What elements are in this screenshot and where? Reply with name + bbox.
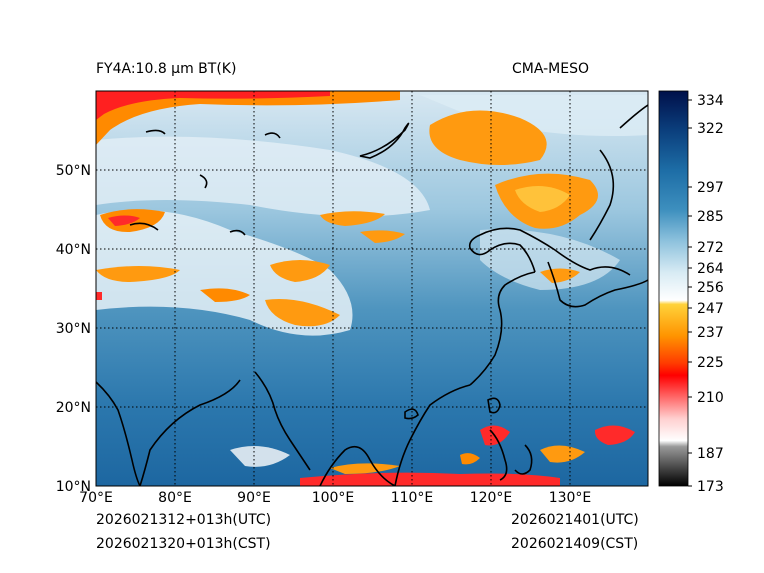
colorbar-label: 247 xyxy=(697,301,724,317)
lat-label: 40°N xyxy=(56,242,91,258)
colorbar-gradient xyxy=(658,90,689,487)
lon-label: 100°E xyxy=(312,490,355,506)
lon-label: 70°E xyxy=(79,490,113,506)
lon-axis: 70°E 80°E 90°E 100°E 110°E 120°E 130°E xyxy=(79,490,591,506)
colorbar-label: 210 xyxy=(697,390,724,406)
init-time-cst: 2026021320+013h(CST) xyxy=(96,536,271,552)
lat-label: 30°N xyxy=(56,321,91,337)
lon-label: 130°E xyxy=(549,490,592,506)
colorbar-label: 225 xyxy=(697,355,724,371)
valid-time-cst: 2026021409(CST) xyxy=(511,536,639,552)
bt-field xyxy=(96,91,648,486)
model-name: CMA-MESO xyxy=(512,61,590,77)
map-frame xyxy=(95,90,649,487)
colorbar-label: 272 xyxy=(697,240,724,256)
product-title: FY4A:10.8 µm BT(K) xyxy=(96,61,237,77)
colorbar-tick-marks xyxy=(688,99,692,487)
colorbar-label: 173 xyxy=(697,479,724,495)
lat-label: 50°N xyxy=(56,163,91,179)
colorbar-label: 256 xyxy=(697,280,724,296)
lon-label: 110°E xyxy=(391,490,434,506)
colorbar-label: 237 xyxy=(697,325,724,341)
colorbar-labels: 334 322 297 285 272 264 256 247 237 225 … xyxy=(697,93,724,495)
coastlines xyxy=(96,104,648,486)
lon-label: 120°E xyxy=(470,490,513,506)
graticule xyxy=(96,91,648,486)
colorbar: 334 322 297 285 272 264 256 247 237 225 … xyxy=(658,90,724,495)
colorbar-label: 285 xyxy=(697,209,724,225)
valid-time-utc: 2026021401(UTC) xyxy=(511,512,639,528)
colorbar-label: 334 xyxy=(697,93,724,109)
lat-label: 20°N xyxy=(56,400,91,416)
lat-axis: 10°N 20°N 30°N 40°N 50°N xyxy=(56,163,91,495)
colorbar-label: 297 xyxy=(697,180,724,196)
lon-label: 80°E xyxy=(158,490,192,506)
colorbar-label: 264 xyxy=(697,261,724,277)
lon-label: 90°E xyxy=(237,490,271,506)
colorbar-label: 187 xyxy=(697,446,724,462)
lat-label: 10°N xyxy=(56,479,91,495)
init-time-utc: 2026021312+013h(UTC) xyxy=(96,512,272,528)
colorbar-label: 322 xyxy=(697,121,724,137)
